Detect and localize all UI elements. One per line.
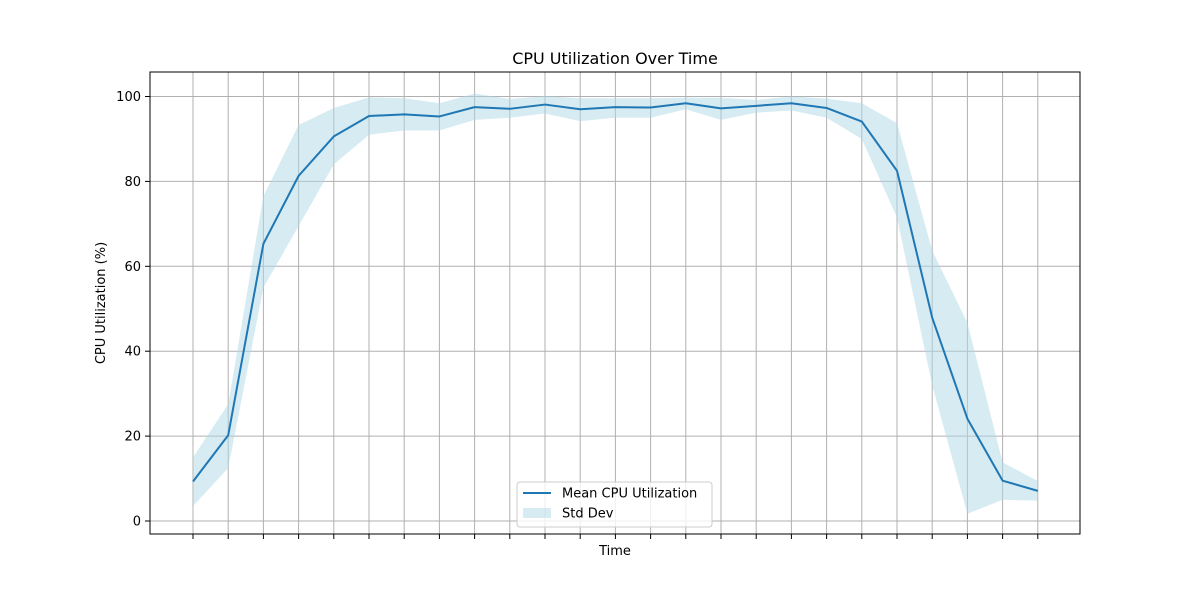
y-tick-label: 100 bbox=[116, 90, 141, 105]
y-tick-label: 0 bbox=[133, 515, 141, 530]
y-tick-label: 20 bbox=[124, 430, 141, 445]
legend-box bbox=[516, 481, 713, 528]
legend-label-mean: Mean CPU Utilization bbox=[562, 487, 697, 502]
y-tick-label: 60 bbox=[124, 260, 141, 275]
y-tick-label: 80 bbox=[124, 175, 141, 190]
x-axis-ticks bbox=[192, 534, 1039, 539]
y-axis-ticks: 0 20 40 60 80 100 bbox=[116, 90, 150, 530]
mean-line-layer bbox=[192, 102, 1039, 492]
x-axis-label: Time bbox=[598, 544, 631, 559]
chart-title: CPU Utilization Over Time bbox=[512, 49, 718, 68]
legend: Mean CPU Utilization Std Dev bbox=[516, 481, 713, 528]
y-tick-label: 40 bbox=[124, 345, 141, 360]
mean-cpu-line bbox=[192, 102, 1039, 492]
legend-label-std-dev: Std Dev bbox=[562, 507, 614, 522]
y-axis-label: CPU Utilization (%) bbox=[94, 242, 109, 364]
legend-std-dev-swatch bbox=[523, 508, 551, 518]
